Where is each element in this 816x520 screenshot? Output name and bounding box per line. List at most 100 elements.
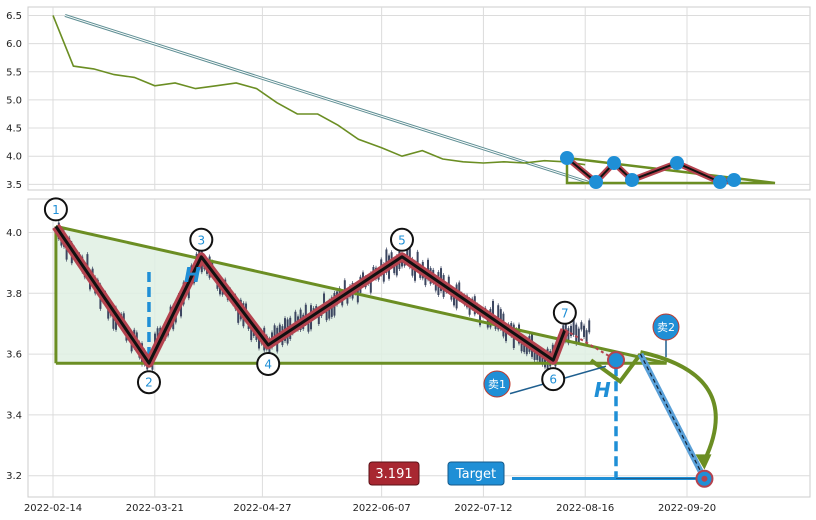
candle-body <box>525 343 528 355</box>
overview-series-line <box>52 15 586 166</box>
candle-body <box>588 320 591 333</box>
candle-body <box>577 328 580 343</box>
main-y-tick: 3.8 <box>6 289 22 300</box>
pivot-label: 6 <box>549 373 557 387</box>
candle-body <box>362 272 365 281</box>
x-axis: 2022-02-14 2022-03-21 2022-04-27 2022-06-07… <box>24 503 716 514</box>
candle-body <box>307 318 310 332</box>
breakout-dash <box>564 328 617 362</box>
overview-mini-pivot <box>607 156 621 170</box>
overview-mini-pivot <box>560 151 574 165</box>
breakout-marker <box>607 351 625 370</box>
main-y-axis: 3.2 3.4 3.6 3.8 4.0 <box>6 228 22 482</box>
candle-body <box>304 304 307 324</box>
x-tick: 2022-02-14 <box>24 503 82 514</box>
pivot-circle <box>552 300 577 325</box>
candle-body <box>325 306 328 321</box>
pivot-label: 7 <box>561 306 569 320</box>
x-tick: 2022-03-21 <box>126 503 184 514</box>
candle-body <box>523 340 526 353</box>
x-tick: 2022-04-27 <box>233 503 291 514</box>
candle-body <box>424 271 427 286</box>
overview-mini-pivot <box>589 175 603 189</box>
overview-y-tick: 4.0 <box>6 152 22 163</box>
candle-body <box>533 347 536 360</box>
overview-y-tick: 4.5 <box>6 124 22 135</box>
candle-body <box>541 352 544 365</box>
candle-body <box>385 249 388 273</box>
x-tick: 2022-09-20 <box>658 503 716 514</box>
candle-body <box>520 340 523 352</box>
main-y-tick: 3.4 <box>6 410 22 421</box>
candle-body <box>572 316 575 335</box>
overview-panel <box>27 6 811 191</box>
main-y-tick: 3.6 <box>6 350 22 361</box>
target-path-dash <box>639 353 705 480</box>
overview-marks <box>52 14 776 189</box>
candle-body <box>536 351 539 360</box>
sell1-marker: 卖1 <box>483 370 511 398</box>
height-label-2: H <box>594 378 611 402</box>
candle-body <box>406 245 409 263</box>
overview-y-tick: 5.0 <box>6 95 22 106</box>
pivot-circle <box>256 351 281 376</box>
candle-body <box>393 263 396 274</box>
pivot-label: 3 <box>198 233 206 247</box>
candle-body <box>492 300 495 324</box>
candle-body <box>544 353 547 368</box>
main-marks: 1 2 3 4 5 6 7 <box>43 197 718 488</box>
candle-body <box>294 311 297 328</box>
candle-body <box>453 292 456 306</box>
pivot-circle <box>541 367 566 392</box>
pivot-circle <box>389 227 414 252</box>
candle-body <box>575 324 578 344</box>
candle-body <box>505 329 508 342</box>
candle-body <box>434 281 437 291</box>
pivot-label: 4 <box>264 357 272 371</box>
candle-body <box>570 325 573 337</box>
candle-body <box>567 328 570 344</box>
candle-body <box>369 273 372 293</box>
overview-mini-triangle <box>565 156 776 185</box>
target-marker-core <box>701 475 708 482</box>
overview-y-axis: 3.5 4.0 4.5 5.0 5.5 6.0 6.5 <box>6 11 22 191</box>
overview-y-tick: 6.0 <box>6 39 22 50</box>
candle-body <box>583 325 586 337</box>
pivot-label: 2 <box>145 376 153 390</box>
candle-body <box>585 330 588 345</box>
projection-curve <box>640 350 718 462</box>
sell2-marker: 卖2 <box>652 313 680 341</box>
candle-body <box>447 276 450 290</box>
projection-arrowhead <box>695 454 712 470</box>
candle-body <box>346 294 349 304</box>
main-y-tick: 3.2 <box>6 471 22 482</box>
candle-body <box>414 261 417 281</box>
sell1-label: 卖1 <box>488 378 506 391</box>
main-y-tick: 4.0 <box>6 228 22 239</box>
overview-y-tick: 3.5 <box>6 180 22 191</box>
candle-body <box>395 256 398 276</box>
candle-body <box>343 280 346 297</box>
pivot-circle <box>189 227 214 252</box>
pivot-label: 5 <box>398 233 406 247</box>
overview-mini-pivot <box>625 173 639 187</box>
candle-body <box>580 322 583 330</box>
x-tick: 2022-08-16 <box>556 503 614 514</box>
overview-mini-pivot <box>713 175 727 189</box>
pattern-line-black <box>54 225 567 365</box>
overview-y-tick: 6.5 <box>6 11 22 22</box>
pivot-circle <box>43 197 68 222</box>
overview-grid <box>28 7 810 190</box>
price-box: 3.191 <box>368 461 420 486</box>
overview-mini-pivot <box>727 173 741 187</box>
candle-body <box>416 251 419 270</box>
candle-body <box>268 338 271 362</box>
pivot-label: 1 <box>52 203 60 217</box>
target-label: Target <box>455 467 496 482</box>
target-value: 3.191 <box>375 467 412 482</box>
x-tick: 2022-06-07 <box>353 503 411 514</box>
sell2-label: 卖2 <box>657 321 675 334</box>
height-label: H <box>184 263 201 287</box>
overview-mini-pivot <box>670 156 684 170</box>
